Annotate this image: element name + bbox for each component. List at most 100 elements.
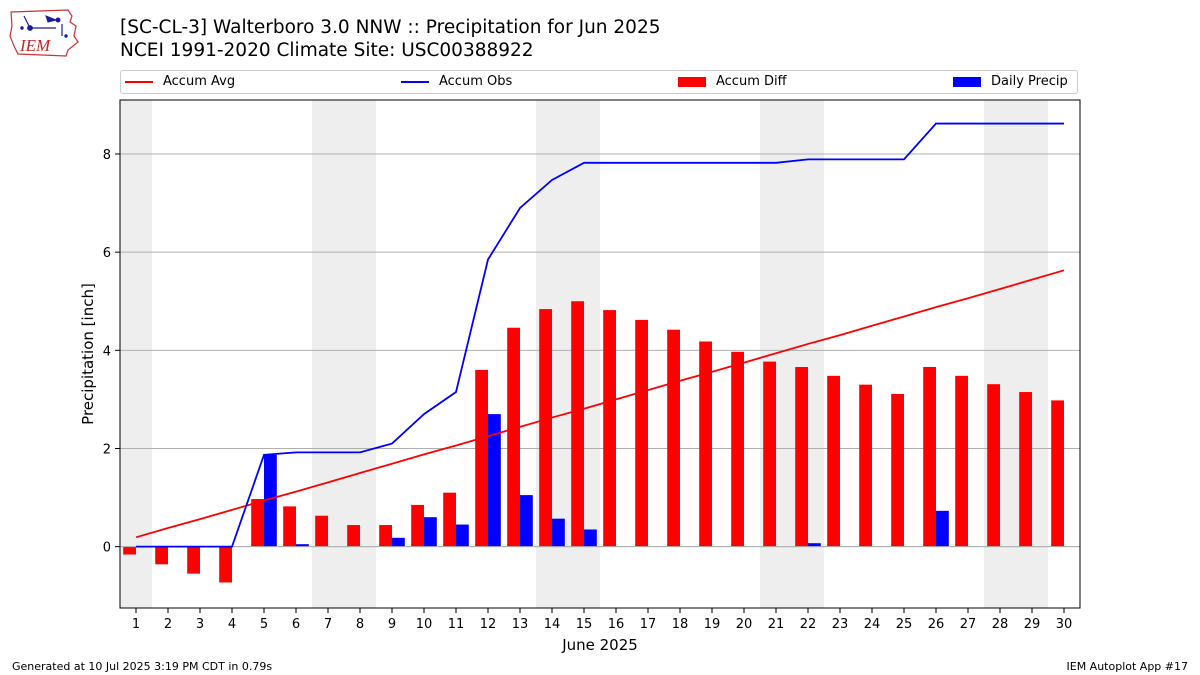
x-tick-label-23: 23 xyxy=(832,617,849,632)
legend-swatch-accum-obs xyxy=(401,80,429,83)
chart-subtitle: NCEI 1991-2020 Climate Site: USC00388922 xyxy=(120,40,534,61)
weekend-band-1 xyxy=(120,100,152,608)
y-tick-label-0: 0 xyxy=(103,541,111,556)
x-tick-label-20: 20 xyxy=(736,617,753,632)
legend-label-accum-diff: Accum Diff xyxy=(716,74,787,89)
x-tick-label-21: 21 xyxy=(768,617,785,632)
accum-diff-bar-20 xyxy=(731,351,744,547)
daily-precip-bar-13 xyxy=(520,495,533,547)
accum-diff-bar-2 xyxy=(155,546,168,565)
x-tick-label-12: 12 xyxy=(480,617,497,632)
accum-diff-bar-29 xyxy=(1019,392,1032,547)
weekend-band-8 xyxy=(344,100,376,608)
accum-diff-bar-4 xyxy=(219,546,232,583)
y-tick-label-2: 2 xyxy=(103,442,111,457)
x-tick-label-9: 9 xyxy=(388,617,396,632)
x-tick-label-7: 7 xyxy=(324,617,332,632)
x-tick-label-4: 4 xyxy=(228,617,236,632)
accum-diff-bar-3 xyxy=(187,546,200,574)
x-tick-label-1: 1 xyxy=(132,617,140,632)
accum-diff-bar-22 xyxy=(795,367,808,547)
accum-diff-bar-12 xyxy=(475,369,488,547)
accum-diff-bar-18 xyxy=(667,329,680,547)
accum-diff-bar-28 xyxy=(987,384,1000,547)
daily-precip-bar-5 xyxy=(264,454,277,547)
accum-diff-bar-17 xyxy=(635,319,648,547)
legend-item-accum-diff: Accum Diff xyxy=(678,74,787,89)
daily-precip-bar-6 xyxy=(296,544,309,547)
accum-obs-line xyxy=(136,122,1064,548)
y-tick-label-6: 6 xyxy=(103,246,111,261)
x-tick-label-11: 11 xyxy=(448,617,465,632)
x-tick-label-8: 8 xyxy=(356,617,364,632)
x-tick-label-3: 3 xyxy=(196,617,204,632)
legend-label-accum-obs: Accum Obs xyxy=(439,74,513,89)
accum-diff-bar-10 xyxy=(411,504,424,547)
daily-precip-bar-10 xyxy=(424,517,437,547)
accum-diff-bar-11 xyxy=(443,492,456,547)
footer-app: IEM Autoplot App #17 xyxy=(1066,660,1189,673)
logo-text: IEM xyxy=(19,36,51,55)
accum-diff-bar-8 xyxy=(347,525,360,547)
daily-precip-bar-15 xyxy=(584,529,597,547)
x-tick-label-18: 18 xyxy=(672,617,689,632)
accum-diff-bar-7 xyxy=(315,515,328,547)
x-tick-label-26: 26 xyxy=(928,617,945,632)
x-tick-label-29: 29 xyxy=(1024,617,1041,632)
x-tick-label-30: 30 xyxy=(1056,617,1073,632)
accum-diff-bar-23 xyxy=(827,375,840,547)
chart-title: [SC-CL-3] Walterboro 3.0 NNW :: Precipit… xyxy=(120,17,661,38)
x-tick-label-24: 24 xyxy=(864,617,881,632)
x-tick-label-15: 15 xyxy=(576,617,593,632)
iowa-outline-icon xyxy=(9,9,79,57)
legend-swatch-daily-precip xyxy=(953,76,981,87)
accum-avg-line xyxy=(135,269,1065,539)
legend-item-accum-avg: Accum Avg xyxy=(125,74,235,89)
accum-diff-bar-30 xyxy=(1051,400,1064,547)
accum-diff-bar-9 xyxy=(379,525,392,547)
accum-diff-bar-13 xyxy=(507,327,520,547)
x-tick-label-19: 19 xyxy=(704,617,721,632)
legend: Accum Avg Accum Obs Accum Diff Daily Pre… xyxy=(120,70,1078,94)
weather-symbols-icon xyxy=(20,15,68,38)
legend-label-accum-avg: Accum Avg xyxy=(163,74,236,89)
x-tick-label-10: 10 xyxy=(416,617,433,632)
legend-item-accum-obs: Accum Obs xyxy=(401,74,512,89)
y-tick-label-4: 4 xyxy=(103,344,111,359)
daily-precip-bar-14 xyxy=(552,518,565,547)
x-tick-label-5: 5 xyxy=(260,617,268,632)
accum-diff-bar-27 xyxy=(955,375,968,547)
accum-diff-bar-6 xyxy=(283,506,296,547)
footer-generated: Generated at 10 Jul 2025 3:19 PM CDT in … xyxy=(12,660,273,673)
y-tick-label-8: 8 xyxy=(103,148,111,163)
x-tick-label-28: 28 xyxy=(992,617,1009,632)
accum-diff-bar-21 xyxy=(763,361,776,547)
x-axis-label: June 2025 xyxy=(561,636,638,654)
legend-swatch-accum-diff xyxy=(678,76,706,87)
daily-precip-bar-11 xyxy=(456,524,469,547)
x-tick-label-2: 2 xyxy=(164,617,172,632)
x-tick-label-17: 17 xyxy=(640,617,657,632)
daily-precip-bar-22 xyxy=(808,543,821,547)
accum-diff-bar-15 xyxy=(571,301,584,547)
x-tick-label-16: 16 xyxy=(608,617,625,632)
accum-diff-bar-16 xyxy=(603,310,616,547)
x-tick-label-13: 13 xyxy=(512,617,529,632)
x-tick-label-14: 14 xyxy=(544,617,561,632)
x-tick-label-22: 22 xyxy=(800,617,817,632)
y-axis-label: Precipitation [inch] xyxy=(79,283,97,425)
x-tick-label-6: 6 xyxy=(292,617,300,632)
accum-diff-bar-26 xyxy=(923,367,936,547)
legend-label-daily-precip: Daily Precip xyxy=(991,74,1068,89)
daily-precip-bar-9 xyxy=(392,537,405,547)
accum-diff-bar-24 xyxy=(859,384,872,547)
daily-precip-bar-26 xyxy=(936,510,949,547)
iem-logo: IEM xyxy=(9,9,79,57)
accum-diff-bar-14 xyxy=(539,309,552,547)
legend-swatch-accum-avg xyxy=(125,80,153,83)
x-tick-label-25: 25 xyxy=(896,617,913,632)
daily-precip-bar-12 xyxy=(488,414,501,547)
x-tick-label-27: 27 xyxy=(960,617,977,632)
accum-diff-bar-5 xyxy=(251,499,264,547)
